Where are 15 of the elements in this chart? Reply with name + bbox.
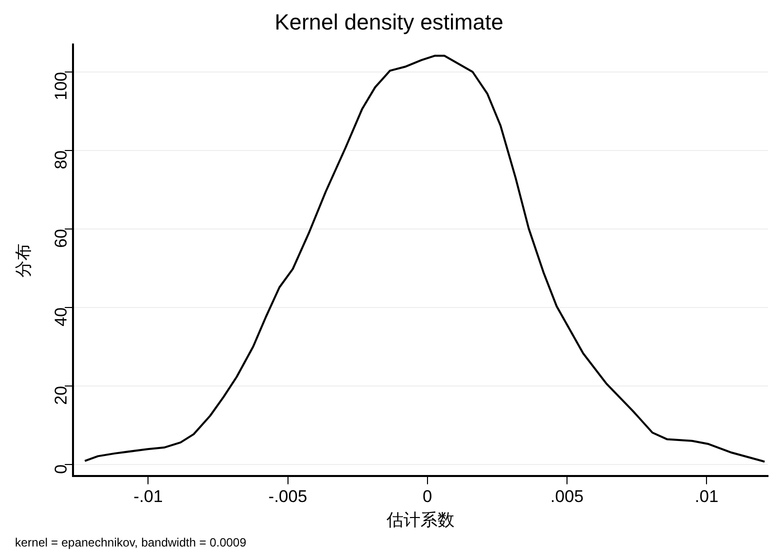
y-tick-label: 100 (51, 72, 70, 100)
x-tick-label: .01 (694, 487, 718, 506)
x-tick-label: 0 (422, 487, 432, 506)
chart-title: Kernel density estimate (274, 9, 504, 34)
x-tick-label: -.01 (134, 487, 163, 506)
y-tick-label: 60 (51, 228, 70, 248)
text: kernel = epanechnikov, bandwidth = 0.0009 (15, 535, 247, 550)
y-tick-label: 80 (51, 150, 70, 170)
x-axis-title: 估计系数 (385, 510, 454, 530)
x-tick-label: .005 (550, 487, 584, 506)
y-axis-title: 分布 (14, 243, 33, 278)
x-tick-label: -.005 (268, 487, 308, 506)
y-tick-label: 40 (51, 307, 70, 326)
y-tick-label: 20 (51, 386, 70, 405)
y-tick-label: 0 (51, 464, 70, 474)
